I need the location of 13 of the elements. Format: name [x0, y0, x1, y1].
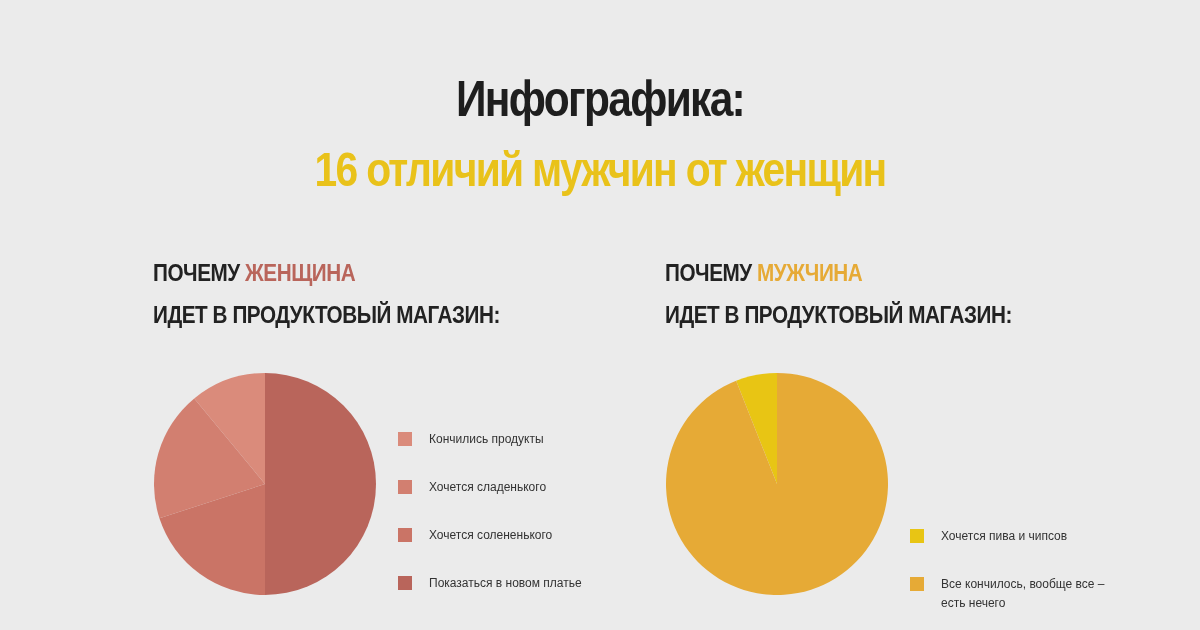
chart-title: ПОЧЕМУ МУЖЧИНА ИДЕТ В ПРОДУКТОВЫЙ МАГАЗИН:	[665, 259, 1013, 330]
legend-label: Хочется пива и чипсов	[941, 528, 1069, 545]
legend-label: Все кончилось, вообще все – есть нечего	[941, 576, 1106, 612]
legend-label: Показаться в новом платье	[429, 575, 583, 592]
legend-label: Кончились продукты	[429, 431, 545, 448]
pie-slice	[666, 373, 888, 595]
legend-label: Хочется солененького	[429, 527, 554, 544]
pie-slice	[265, 373, 376, 595]
chart-title: ПОЧЕМУ ЖЕНЩИНА ИДЕТ В ПРОДУКТОВЫЙ МАГАЗИН:	[153, 259, 501, 330]
text: Инфографика:	[454, 70, 746, 128]
pie-slice	[736, 373, 777, 484]
text: 16 отличий мужчин от женщин	[313, 142, 887, 197]
legend-label: Хочется сладенького	[429, 479, 548, 496]
